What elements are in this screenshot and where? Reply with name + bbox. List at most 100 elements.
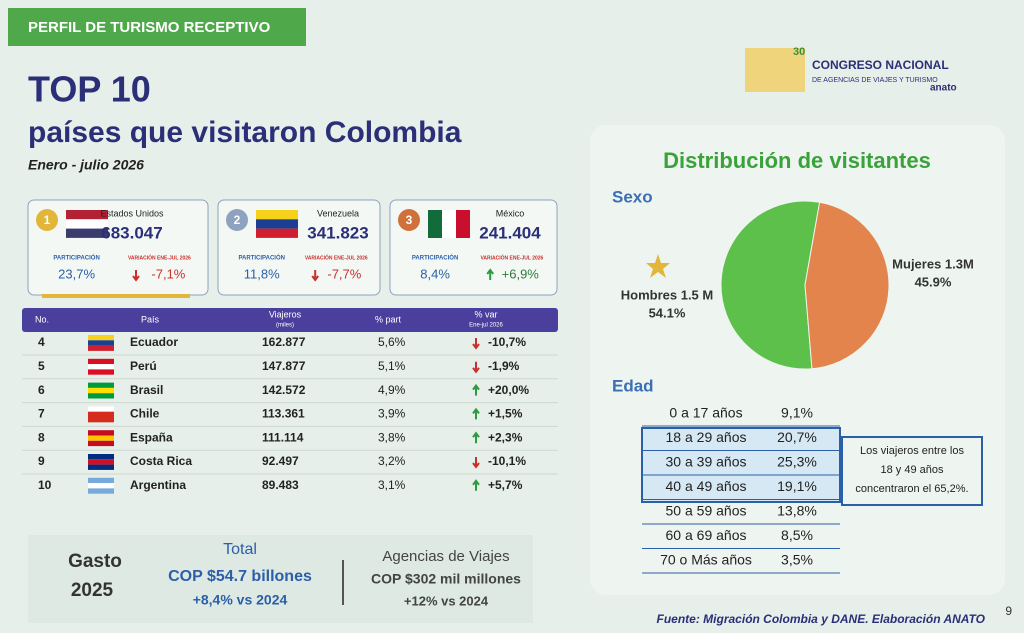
slice-name: Mujeres 1.3M xyxy=(892,256,974,271)
country: México xyxy=(496,208,525,218)
flag xyxy=(256,219,298,229)
country: Perú xyxy=(130,359,157,373)
country: Costa Rica xyxy=(130,454,192,468)
flag xyxy=(88,393,114,399)
part-label: PARTICIPACIÓN xyxy=(239,254,285,262)
flag xyxy=(88,488,114,494)
rank-medal xyxy=(36,209,58,231)
var-label: VARIACIÓN ENE-JUL 2026 xyxy=(480,253,543,261)
visitors: 111.114 xyxy=(262,430,304,444)
flag xyxy=(88,406,114,412)
var: -10,1% xyxy=(488,454,526,468)
flag xyxy=(88,340,114,346)
part: 4,9% xyxy=(378,383,406,397)
visitors: 341.823 xyxy=(307,223,368,242)
sex-pie: Hombres 1.5 M 54.1% Mujeres 1.3M 45.9% xyxy=(621,200,974,370)
trend-arrow xyxy=(311,270,319,282)
trend-arrow xyxy=(472,361,480,374)
distribution-title: Distribución de visitantes xyxy=(663,148,931,173)
part: 3,8% xyxy=(378,430,406,444)
age-share: 19,1% xyxy=(777,478,817,494)
age-label: Edad xyxy=(612,376,654,395)
logo-art xyxy=(745,48,805,92)
rank: 3 xyxy=(406,213,413,227)
note-line: 18 y 49 años xyxy=(881,464,944,476)
age-table: 0 a 17 años 9,1% 18 a 29 años 20,7% 30 a 39 … xyxy=(642,405,840,574)
rank: 10 xyxy=(38,478,52,492)
part: 11,8% xyxy=(244,266,280,281)
pie-slice xyxy=(720,200,821,370)
star xyxy=(646,254,670,278)
flag xyxy=(66,219,108,229)
visitors: 92.497 xyxy=(262,454,299,468)
flag xyxy=(88,387,114,394)
flag xyxy=(88,464,114,470)
age-range: 60 a 69 años xyxy=(666,527,747,543)
column-header: No. xyxy=(35,314,49,324)
note-line: Los viajeros entre los xyxy=(860,445,964,457)
flag xyxy=(256,210,298,220)
subtitle: países que visitaron Colombia xyxy=(28,116,462,149)
visitors: 683.047 xyxy=(101,223,162,242)
rank: 8 xyxy=(38,430,45,444)
trend-arrow xyxy=(472,383,480,396)
var: +20,0% xyxy=(488,383,529,397)
part: 8,4% xyxy=(420,266,450,281)
flag xyxy=(88,364,114,370)
trend-arrow xyxy=(132,270,140,282)
rank: 9 xyxy=(38,454,45,468)
flag xyxy=(88,477,114,484)
column-header: País xyxy=(141,314,160,324)
age-share: 9,1% xyxy=(781,405,813,421)
part: 3,1% xyxy=(378,478,406,492)
total-change: +8,4% vs 2024 xyxy=(193,592,288,608)
slice-name: Hombres 1.5 M xyxy=(621,287,713,302)
flag xyxy=(428,210,442,238)
column-subheader: (miles) xyxy=(276,323,294,329)
flag xyxy=(88,440,114,447)
flag xyxy=(256,228,298,238)
trend-arrow xyxy=(472,338,480,350)
country: España xyxy=(130,430,173,444)
flag xyxy=(88,358,114,365)
column-header: % var xyxy=(474,309,497,319)
var: +5,7% xyxy=(488,478,523,492)
visitors: 241.404 xyxy=(479,223,541,242)
total-value: COP $54.7 billones xyxy=(168,568,312,585)
rank-medal xyxy=(398,209,420,231)
part: 23,7% xyxy=(58,266,95,281)
rank: 2 xyxy=(234,213,241,227)
country: Argentina xyxy=(130,478,186,492)
gasto-year: 2025 xyxy=(71,580,114,601)
top3-cards: 1 Estados Unidos 683.047 PARTICIPACIÓN 23,7%… xyxy=(27,199,558,296)
agencias-change: +12% vs 2024 xyxy=(404,593,489,608)
trend-arrow xyxy=(472,479,480,491)
var: +1,5% xyxy=(488,407,523,421)
table-header xyxy=(22,308,558,332)
part-label: PARTICIPACIÓN xyxy=(53,254,99,262)
country: Chile xyxy=(130,407,160,421)
logo-line2: DE AGENCIAS DE VIAJES Y TURISMO xyxy=(812,77,938,84)
gasto-box xyxy=(28,535,533,623)
var: -7,7% xyxy=(327,266,361,281)
rank: 6 xyxy=(38,383,45,397)
part: 5,6% xyxy=(378,335,406,349)
agencias-label: Agencias de Viajes xyxy=(382,548,509,565)
badge-text: PERFIL DE TURISMO RECEPTIVO xyxy=(28,19,271,36)
country: Brasil xyxy=(130,383,163,397)
age-range: 18 a 29 años xyxy=(666,429,747,445)
pie-slice xyxy=(804,201,890,370)
logo-line1: CONGRESO NACIONAL xyxy=(812,58,949,72)
part: 3,2% xyxy=(378,454,406,468)
var-label: VARIACIÓN ENE-JUL 2026 xyxy=(128,253,191,261)
flag xyxy=(88,459,114,465)
rank: 5 xyxy=(38,359,45,373)
age-share: 8,5% xyxy=(781,527,813,543)
slice-value: 54.1% xyxy=(649,305,686,320)
rank: 7 xyxy=(38,407,45,421)
age-range: 30 a 39 años xyxy=(666,454,747,470)
sex-label: Sexo xyxy=(612,187,653,206)
part: 5,1% xyxy=(378,359,406,373)
slice-value: 45.9% xyxy=(915,274,952,289)
var: -7,1% xyxy=(151,266,185,281)
